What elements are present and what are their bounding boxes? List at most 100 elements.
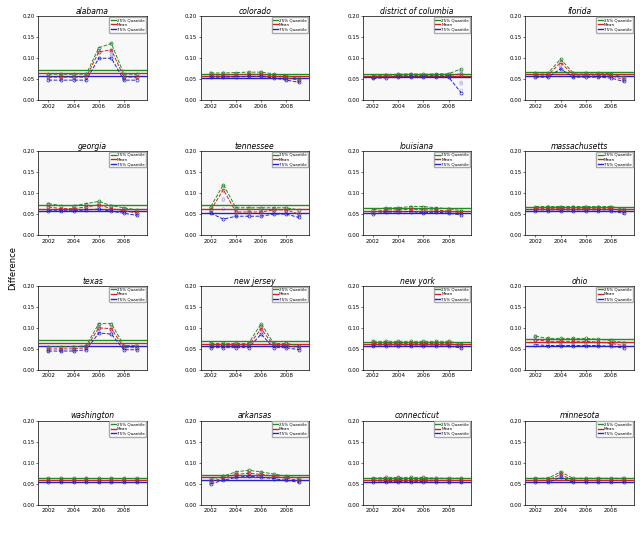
Point	[281, 339, 291, 348]
Point	[618, 476, 628, 484]
Point	[606, 70, 616, 79]
Point	[593, 341, 604, 350]
Point	[294, 75, 304, 84]
Point	[269, 208, 279, 216]
Point	[531, 476, 541, 484]
Point	[93, 321, 104, 329]
Point	[281, 72, 291, 81]
Point	[543, 337, 553, 345]
Point	[68, 203, 79, 212]
Point	[269, 72, 279, 81]
Point	[256, 208, 266, 216]
Point	[580, 205, 591, 213]
Title: florida: florida	[568, 7, 591, 16]
Legend: 25% Quantile, Mean, 75% Quantile: 25% Quantile, Mean, 75% Quantile	[109, 152, 146, 168]
Point	[393, 72, 403, 81]
Point	[56, 477, 66, 486]
Point	[231, 212, 241, 220]
Point	[431, 340, 441, 349]
Point	[205, 204, 216, 213]
Point	[218, 70, 228, 79]
Point	[393, 477, 403, 485]
Point	[580, 72, 591, 81]
Point	[93, 202, 104, 211]
Point	[381, 72, 391, 81]
Point	[44, 71, 54, 79]
Point	[44, 203, 54, 212]
Point	[81, 201, 92, 209]
Point	[256, 68, 266, 77]
Point	[281, 473, 291, 481]
Point	[543, 205, 553, 213]
Point	[368, 340, 378, 349]
Point	[556, 473, 566, 481]
Point	[231, 470, 241, 479]
Point	[456, 477, 467, 486]
Point	[568, 202, 579, 211]
Point	[580, 71, 591, 79]
Point	[606, 70, 616, 78]
Point	[269, 210, 279, 219]
Point	[294, 344, 304, 353]
Point	[106, 320, 116, 329]
Point	[218, 69, 228, 77]
Point	[543, 477, 553, 485]
Point	[231, 341, 241, 350]
Point	[44, 199, 54, 208]
Point	[381, 71, 391, 79]
Point	[205, 339, 216, 348]
Point	[531, 205, 541, 214]
Point	[119, 208, 129, 217]
Point	[431, 72, 441, 81]
Point	[256, 68, 266, 77]
Point	[444, 476, 454, 485]
Point	[218, 474, 228, 483]
Point	[444, 71, 454, 79]
Point	[256, 322, 266, 331]
Point	[281, 474, 291, 483]
Title: washington: washington	[70, 411, 115, 420]
Point	[44, 346, 54, 354]
Point	[531, 475, 541, 483]
Point	[294, 477, 304, 486]
Point	[618, 207, 628, 216]
Legend: 25% Quantile, Mean, 75% Quantile: 25% Quantile, Mean, 75% Quantile	[596, 17, 633, 33]
Point	[119, 208, 129, 216]
Point	[44, 346, 54, 355]
Point	[368, 208, 378, 216]
Title: texas: texas	[82, 277, 103, 286]
Point	[44, 346, 54, 355]
Point	[393, 204, 403, 213]
Point	[568, 477, 579, 486]
Point	[381, 477, 391, 485]
Point	[556, 204, 566, 212]
Point	[568, 204, 579, 213]
Legend: 25% Quantile, Mean, 75% Quantile: 25% Quantile, Mean, 75% Quantile	[109, 422, 146, 437]
Point	[381, 338, 391, 347]
Point	[68, 345, 79, 354]
Point	[381, 476, 391, 485]
Point	[294, 344, 304, 352]
Point	[106, 478, 116, 487]
Point	[81, 204, 92, 213]
Point	[205, 343, 216, 351]
Point	[368, 74, 378, 82]
Point	[381, 72, 391, 81]
Point	[543, 72, 553, 81]
Point	[381, 206, 391, 215]
Point	[568, 72, 579, 81]
Point	[568, 73, 579, 82]
Point	[93, 475, 104, 483]
Point	[456, 209, 467, 218]
Point	[543, 71, 553, 80]
Point	[56, 70, 66, 79]
Point	[131, 72, 141, 81]
Point	[281, 76, 291, 84]
Point	[568, 72, 579, 81]
Point	[218, 72, 228, 81]
Point	[580, 204, 591, 213]
Point	[531, 72, 541, 81]
Point	[368, 475, 378, 484]
Point	[44, 474, 54, 483]
Legend: 25% Quantile, Mean, 75% Quantile: 25% Quantile, Mean, 75% Quantile	[109, 287, 146, 302]
